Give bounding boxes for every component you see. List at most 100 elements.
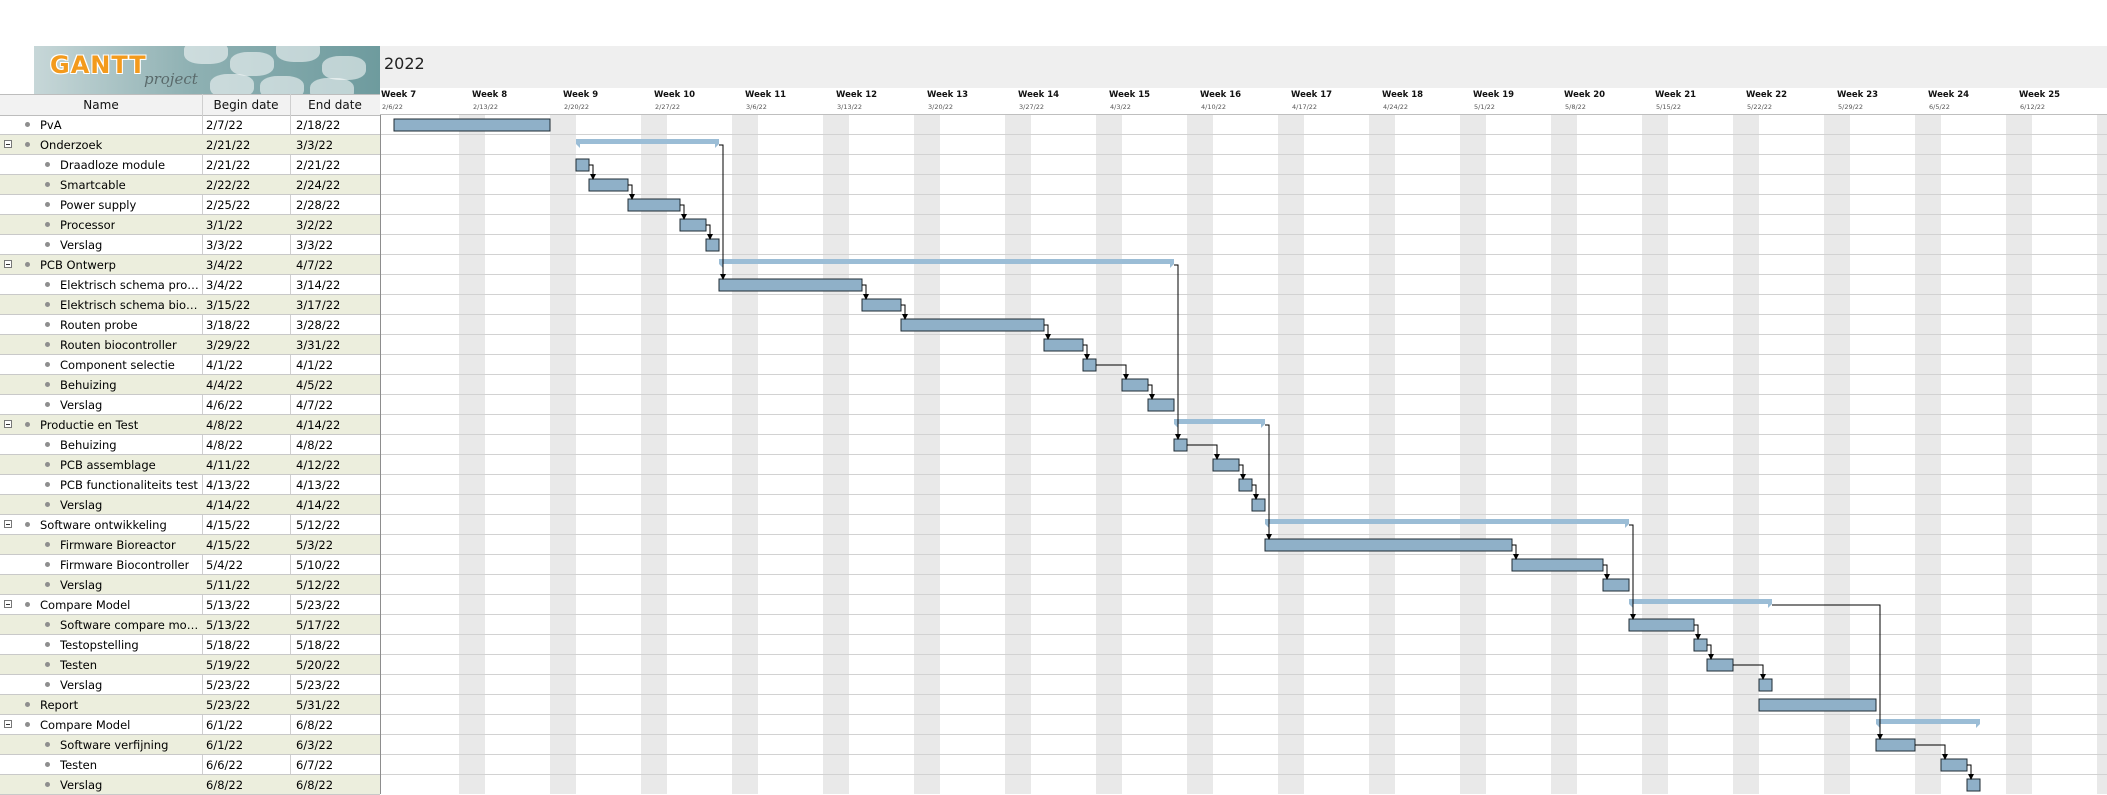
task-row[interactable]: PCB assemblage 4/11/22 4/12/22	[0, 455, 380, 475]
task-begin-date[interactable]: 4/15/22	[206, 518, 251, 532]
task-name[interactable]: Verslag	[60, 398, 103, 412]
task-begin-date[interactable]: 5/11/22	[206, 578, 251, 592]
task-end-date[interactable]: 3/28/22	[296, 318, 341, 332]
task-end-date[interactable]: 4/7/22	[296, 398, 334, 412]
task-row[interactable]: Behuizing 4/4/22 4/5/22	[0, 375, 380, 395]
task-name[interactable]: Component selectie	[60, 358, 175, 372]
task-begin-date[interactable]: 3/18/22	[206, 318, 251, 332]
task-name[interactable]: Behuizing	[60, 438, 117, 452]
task-name[interactable]: Behuizing	[60, 378, 117, 392]
task-group-row[interactable]: Productie en Test 4/8/22 4/14/22	[0, 415, 380, 435]
task-end-date[interactable]: 5/12/22	[296, 578, 341, 592]
task-begin-date[interactable]: 4/15/22	[206, 538, 251, 552]
task-end-date[interactable]: 3/3/22	[296, 138, 334, 152]
task-end-date[interactable]: 3/14/22	[296, 278, 341, 292]
task-name[interactable]: Software compare model	[60, 618, 200, 632]
task-begin-date[interactable]: 4/4/22	[206, 378, 244, 392]
task-name[interactable]: Verslag	[60, 578, 103, 592]
task-row[interactable]: Smartcable 2/22/22 2/24/22	[0, 175, 380, 195]
task-begin-date[interactable]: 6/1/22	[206, 738, 244, 752]
task-group-row[interactable]: PCB Ontwerp 3/4/22 4/7/22	[0, 255, 380, 275]
task-begin-date[interactable]: 3/4/22	[206, 258, 244, 272]
task-begin-date[interactable]: 4/8/22	[206, 418, 244, 432]
task-end-date[interactable]: 5/18/22	[296, 638, 341, 652]
task-begin-date[interactable]: 3/29/22	[206, 338, 251, 352]
task-name[interactable]: Draadloze module	[60, 158, 166, 172]
collapse-icon[interactable]	[4, 520, 12, 528]
task-row[interactable]: Routen biocontroller 3/29/22 3/31/22	[0, 335, 380, 355]
task-row[interactable]: Testen 6/6/22 6/7/22	[0, 755, 380, 775]
task-end-date[interactable]: 5/12/22	[296, 518, 341, 532]
task-begin-date[interactable]: 4/13/22	[206, 478, 251, 492]
task-end-date[interactable]: 3/31/22	[296, 338, 341, 352]
task-row[interactable]: Report 5/23/22 5/31/22	[0, 695, 380, 715]
collapse-icon[interactable]	[4, 420, 12, 428]
task-name[interactable]: Testen	[60, 758, 98, 772]
task-end-date[interactable]: 4/8/22	[296, 438, 334, 452]
task-end-date[interactable]: 5/10/22	[296, 558, 341, 572]
task-begin-date[interactable]: 2/22/22	[206, 178, 251, 192]
task-row[interactable]: Verslag 3/3/22 3/3/22	[0, 235, 380, 255]
task-end-date[interactable]: 2/21/22	[296, 158, 341, 172]
task-name[interactable]: Elektrisch schema bioco…	[60, 298, 200, 312]
collapse-icon[interactable]	[4, 140, 12, 148]
task-row[interactable]: Verslag 4/14/22 4/14/22	[0, 495, 380, 515]
task-begin-date[interactable]: 2/25/22	[206, 198, 251, 212]
task-end-date[interactable]: 3/2/22	[296, 218, 334, 232]
task-row[interactable]: PCB functionaliteits test 4/13/22 4/13/22	[0, 475, 380, 495]
task-row[interactable]: Draadloze module 2/21/22 2/21/22	[0, 155, 380, 175]
task-name[interactable]: Productie en Test	[40, 418, 139, 432]
task-row[interactable]: Power supply 2/25/22 2/28/22	[0, 195, 380, 215]
task-row[interactable]: Verslag 4/6/22 4/7/22	[0, 395, 380, 415]
task-group-row[interactable]: Compare Model 5/13/22 5/23/22	[0, 595, 380, 615]
task-row[interactable]: Verslag 6/8/22 6/8/22	[0, 775, 380, 795]
task-name[interactable]: Elektrisch schema probe	[60, 278, 200, 292]
column-header-begin-date[interactable]: Begin date	[213, 98, 279, 112]
task-begin-date[interactable]: 3/15/22	[206, 298, 251, 312]
task-row[interactable]: Elektrisch schema bioco… 3/15/22 3/17/22	[0, 295, 380, 315]
task-begin-date[interactable]: 5/18/22	[206, 638, 251, 652]
task-group-row[interactable]: Software ontwikkeling 4/15/22 5/12/22	[0, 515, 380, 535]
task-name[interactable]: PCB functionaliteits test	[60, 478, 198, 492]
task-name[interactable]: Firmware Bioreactor	[60, 538, 176, 552]
task-group-row[interactable]: Onderzoek 2/21/22 3/3/22	[0, 135, 380, 155]
task-name[interactable]: Compare Model	[40, 718, 131, 732]
column-header-name[interactable]: Name	[83, 98, 119, 112]
task-end-date[interactable]: 6/8/22	[296, 778, 334, 792]
task-begin-date[interactable]: 5/13/22	[206, 618, 251, 632]
task-group-row[interactable]: Compare Model 6/1/22 6/8/22	[0, 715, 380, 735]
task-name[interactable]: Verslag	[60, 778, 103, 792]
task-begin-date[interactable]: 4/14/22	[206, 498, 251, 512]
task-name[interactable]: Processor	[60, 218, 116, 232]
task-row[interactable]: Firmware Bioreactor 4/15/22 5/3/22	[0, 535, 380, 555]
task-name[interactable]: Software verfijning	[60, 738, 169, 752]
task-begin-date[interactable]: 2/21/22	[206, 158, 251, 172]
task-name[interactable]: Onderzoek	[40, 138, 103, 152]
task-begin-date[interactable]: 5/4/22	[206, 558, 244, 572]
task-begin-date[interactable]: 3/3/22	[206, 238, 244, 252]
task-name[interactable]: Verslag	[60, 238, 103, 252]
task-row[interactable]: Processor 3/1/22 3/2/22	[0, 215, 380, 235]
column-header-end-date[interactable]: End date	[308, 98, 362, 112]
task-end-date[interactable]: 4/1/22	[296, 358, 334, 372]
task-end-date[interactable]: 4/14/22	[296, 498, 341, 512]
task-begin-date[interactable]: 2/21/22	[206, 138, 251, 152]
collapse-icon[interactable]	[4, 260, 12, 268]
task-row[interactable]: Verslag 5/11/22 5/12/22	[0, 575, 380, 595]
task-name[interactable]: Routen probe	[60, 318, 138, 332]
task-begin-date[interactable]: 5/23/22	[206, 698, 251, 712]
task-end-date[interactable]: 2/28/22	[296, 198, 341, 212]
task-begin-date[interactable]: 6/6/22	[206, 758, 244, 772]
task-end-date[interactable]: 4/12/22	[296, 458, 341, 472]
task-name[interactable]: Report	[40, 698, 79, 712]
task-begin-date[interactable]: 4/6/22	[206, 398, 244, 412]
task-end-date[interactable]: 5/20/22	[296, 658, 341, 672]
task-row[interactable]: Behuizing 4/8/22 4/8/22	[0, 435, 380, 455]
task-row[interactable]: Testen 5/19/22 5/20/22	[0, 655, 380, 675]
task-end-date[interactable]: 6/3/22	[296, 738, 334, 752]
task-name[interactable]: Smartcable	[60, 178, 126, 192]
task-name[interactable]: Verslag	[60, 498, 103, 512]
task-end-date[interactable]: 2/18/22	[296, 118, 341, 132]
task-begin-date[interactable]: 4/11/22	[206, 458, 251, 472]
task-begin-date[interactable]: 2/7/22	[206, 118, 244, 132]
